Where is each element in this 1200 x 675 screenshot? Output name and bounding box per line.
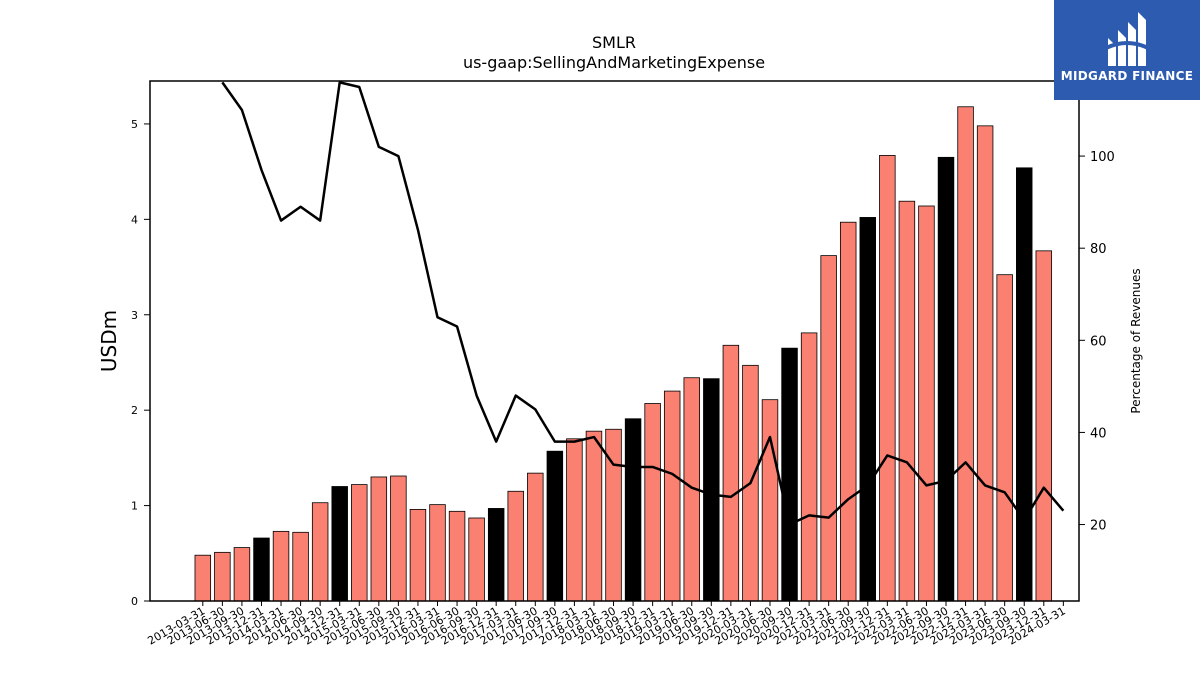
y-tick-label: 4 (131, 213, 138, 226)
y2-tick-label: 40 (1090, 426, 1107, 441)
right-axis-ticks: 20 40 60 80 100 (1079, 150, 1115, 534)
percentage-line (221, 81, 1065, 526)
bar (976, 125, 994, 602)
brand-name: MIDGARD FINANCE (1060, 69, 1194, 83)
y-tick-label: 2 (131, 404, 138, 417)
brand-logo: MIDGARD FINANCE (1054, 0, 1200, 100)
bar (957, 106, 974, 602)
bar (507, 490, 524, 602)
y2-tick-label: 20 (1090, 519, 1107, 534)
y-axis-label-left: USDm (97, 310, 121, 372)
bar (370, 476, 388, 602)
brand-mark-icon (1105, 12, 1149, 66)
bar (487, 508, 505, 602)
bar (527, 472, 544, 602)
bar (918, 205, 935, 602)
bar (722, 344, 740, 602)
bar (292, 531, 309, 602)
bar (585, 430, 603, 602)
bar (820, 255, 837, 602)
bar (194, 554, 212, 602)
y-axis-label-right: Percentage of Revenues (1129, 268, 1143, 413)
bars-layer (194, 106, 1053, 602)
bar (761, 399, 779, 602)
y2-tick-label: 60 (1090, 334, 1107, 349)
bar (214, 551, 231, 602)
bar (703, 378, 720, 602)
y-tick-label: 5 (131, 118, 138, 131)
bar (996, 274, 1013, 602)
bar (1035, 250, 1053, 602)
y-tick-label: 0 (131, 595, 138, 608)
bar (311, 502, 329, 602)
bar (644, 403, 661, 602)
bar (800, 332, 818, 602)
bar (1016, 167, 1033, 602)
bar (351, 484, 368, 602)
bar (898, 200, 916, 602)
bar (663, 390, 681, 602)
bar (879, 155, 896, 602)
bar (468, 517, 485, 602)
bar (546, 450, 564, 602)
plot-frame (149, 80, 1080, 602)
bar (429, 504, 446, 602)
left-axis-ticks: 0 1 2 3 4 5 (131, 118, 150, 608)
bar (937, 156, 955, 602)
bar (781, 347, 798, 602)
chart-title: SMLR (592, 33, 636, 52)
bar (272, 530, 290, 602)
y2-tick-label: 80 (1090, 242, 1107, 257)
bar (253, 537, 270, 602)
bar (859, 217, 877, 602)
bar (233, 547, 251, 602)
bar (390, 475, 407, 602)
bar (409, 508, 427, 602)
bar (624, 418, 642, 602)
chart-subtitle: us-gaap:SellingAndMarketingExpense (463, 53, 765, 72)
y2-tick-label: 100 (1090, 150, 1115, 165)
bar (566, 438, 583, 602)
line-layer (221, 81, 1065, 526)
y-tick-label: 3 (131, 309, 138, 322)
y-tick-label: 1 (131, 500, 138, 513)
x-axis-ticks: 2013-03-312013-06-302013-09-302013-12-31… (145, 601, 1068, 648)
bar (839, 221, 857, 602)
bar (448, 510, 466, 602)
bar (331, 486, 348, 602)
